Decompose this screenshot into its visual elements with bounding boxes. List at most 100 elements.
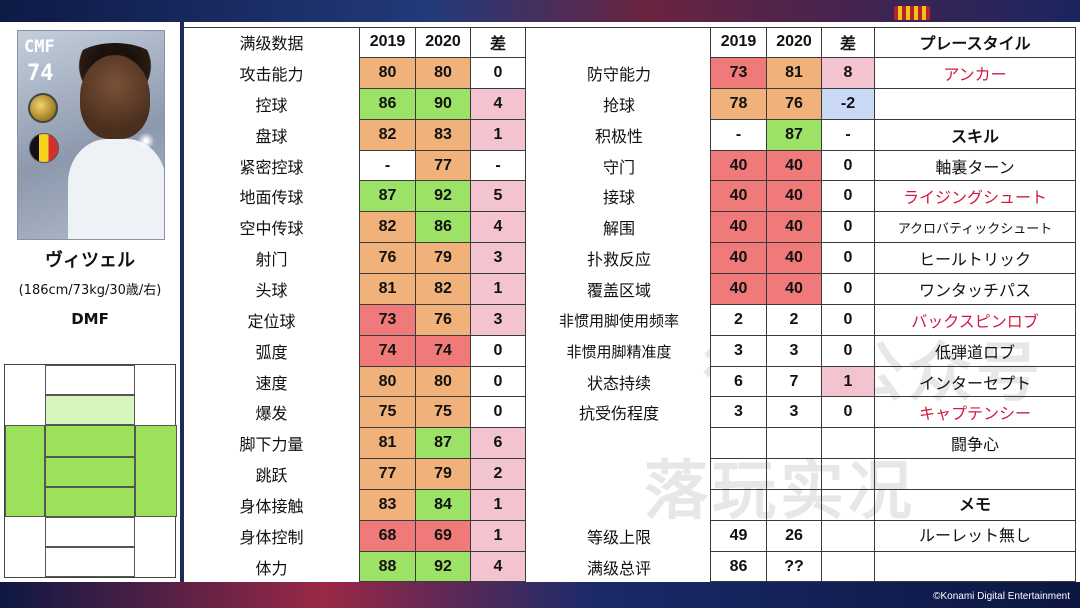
grid-line — [710, 150, 1075, 151]
skill-item: ヒールトリック — [918, 250, 1031, 269]
stat-label: 解围 — [602, 219, 635, 238]
skill-item: ライジングシュート — [902, 188, 1047, 207]
grid-line — [359, 581, 526, 582]
grid-line — [359, 551, 526, 552]
stat-diff: 1 — [822, 367, 874, 397]
stat-diff: 5 — [471, 181, 525, 211]
grid-line — [710, 88, 1075, 89]
stat-2019: 82 — [360, 212, 415, 242]
sparkle-icon — [136, 131, 156, 151]
stat-label: 脚下力量 — [239, 435, 304, 454]
stat-diff: 0 — [822, 336, 874, 366]
stat-diff: 0 — [822, 151, 874, 181]
stat-diff: 0 — [822, 212, 874, 242]
stat-label: 头球 — [255, 281, 288, 300]
stat-2020: 81 — [767, 58, 821, 88]
stat-label: 盘球 — [255, 127, 288, 146]
stat-2019: 3 — [711, 397, 766, 427]
stat-2019: 88 — [360, 552, 415, 582]
stat-2020: 87 — [767, 120, 821, 150]
player-info: (186cm/73kg/30歳/右) — [18, 283, 162, 298]
stat-diff: 0 — [822, 243, 874, 273]
right-header-2020: 2020 — [776, 33, 812, 50]
stat-2020: 76 — [416, 305, 470, 335]
stat-2019: 6 — [711, 367, 766, 397]
stat-2020: 26 — [767, 521, 821, 551]
left-header-2019: 2019 — [369, 33, 406, 50]
stat-diff: 4 — [471, 89, 525, 119]
skill-item: 軸裏ターン — [935, 158, 1015, 177]
stat-diff: 0 — [471, 58, 525, 88]
stat-diff: 0 — [471, 367, 525, 397]
stat-label: 状态持续 — [586, 374, 651, 393]
stat-label: 空中传球 — [239, 219, 304, 238]
skill-item: アクロバティックシュート — [897, 221, 1053, 237]
player-position: DMF — [71, 310, 109, 328]
stat-label: 身体接触 — [239, 497, 304, 516]
stat-label: 定位球 — [247, 312, 296, 331]
stat-label: 抢球 — [602, 96, 635, 115]
stat-2019: 77 — [360, 459, 415, 489]
club-badge-icon — [894, 6, 930, 20]
stat-2019: 81 — [360, 274, 415, 304]
stats-table: 满级数据 2019 2020 差 2019 2020 差 プレースタイル アンカ… — [184, 22, 1080, 582]
skill-item: 低弾道ロブ — [934, 343, 1015, 362]
player-name: ヴィツェル — [45, 250, 135, 271]
grid-line — [359, 273, 526, 274]
skill-item: インターセプト — [918, 374, 1031, 393]
grid-line — [710, 180, 1075, 181]
play-style-title: プレースタイル — [919, 36, 1031, 53]
stat-2020: 75 — [416, 397, 470, 427]
memo-value: ルーレット無し — [918, 525, 1031, 545]
stat-2019: 40 — [711, 181, 766, 211]
stat-2019: 82 — [360, 120, 415, 150]
grid-line — [710, 273, 1075, 274]
grid-line — [359, 366, 526, 367]
grid-line — [710, 242, 1075, 243]
stat-2019: 80 — [360, 367, 415, 397]
stat-label: 非惯用脚精准度 — [566, 342, 672, 361]
stat-2020: 40 — [767, 151, 821, 181]
stat-diff: - — [471, 151, 525, 181]
stat-2019: 2 — [711, 305, 766, 335]
grid-line — [359, 520, 526, 521]
stat-2020: 86 — [416, 212, 470, 242]
grid-line — [184, 27, 1075, 28]
left-header-diff: 差 — [489, 36, 506, 53]
pitch-zone — [45, 365, 135, 395]
grid-line — [359, 211, 526, 212]
stat-2019: - — [360, 151, 415, 181]
player-portrait — [80, 55, 150, 139]
grid-line — [710, 211, 1075, 212]
stat-2019: 75 — [360, 397, 415, 427]
stat-2019: 40 — [711, 243, 766, 273]
stat-label: 满级总评 — [586, 559, 651, 578]
left-table-title: 满级数据 — [239, 34, 304, 53]
stat-diff: 3 — [471, 305, 525, 335]
stat-diff: -2 — [822, 89, 874, 119]
stat-label: 弧度 — [255, 343, 288, 362]
stat-2020: 79 — [416, 243, 470, 273]
stat-2019: 3 — [711, 336, 766, 366]
belgium-flag-icon — [29, 133, 59, 163]
grid-line — [359, 427, 526, 428]
stat-2020: 3 — [767, 397, 821, 427]
stat-2019: 68 — [360, 521, 415, 551]
right-header-2019: 2019 — [720, 33, 757, 50]
grid-line — [710, 489, 1075, 490]
grid-line — [359, 242, 526, 243]
stat-2019: 73 — [711, 58, 766, 88]
stat-label: 速度 — [255, 374, 288, 393]
pitch-zone — [5, 425, 45, 517]
stat-2020: ?? — [767, 552, 821, 582]
play-style-value: アンカー — [943, 64, 1007, 84]
pitch-zone — [45, 517, 135, 547]
stat-2019: 87 — [360, 181, 415, 211]
stat-diff: - — [822, 120, 874, 150]
stat-label: 控球 — [255, 96, 288, 115]
grid-line — [710, 366, 1075, 367]
stat-label: 跳跃 — [255, 466, 288, 485]
stat-2020: 3 — [767, 336, 821, 366]
stat-2019: 74 — [360, 336, 415, 366]
pitch-zone — [45, 395, 135, 425]
